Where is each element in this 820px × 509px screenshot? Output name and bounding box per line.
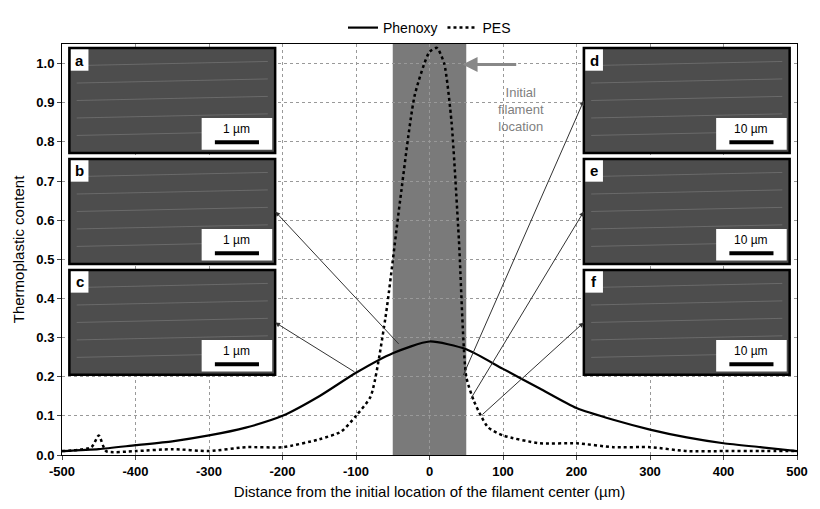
svg-text:100: 100 [492,464,514,479]
svg-text:1.0: 1.0 [36,56,54,71]
svg-text:10 µm: 10 µm [734,233,768,247]
svg-text:0.7: 0.7 [36,174,54,189]
svg-text:0.4: 0.4 [36,291,55,306]
svg-text:-100: -100 [343,464,369,479]
svg-text:300: 300 [639,464,661,479]
svg-text:-500: -500 [49,464,75,479]
svg-text:0.6: 0.6 [36,213,54,228]
svg-text:0.2: 0.2 [36,369,54,384]
svg-text:1 µm: 1 µm [223,233,250,247]
svg-text:-300: -300 [196,464,222,479]
svg-text:0.0: 0.0 [36,448,54,463]
svg-text:0.9: 0.9 [36,95,54,110]
svg-text:0.3: 0.3 [36,330,54,345]
svg-text:0: 0 [426,464,433,479]
svg-text:Initialfilamentlocation: Initialfilamentlocation [498,85,544,134]
svg-text:10 µm: 10 µm [734,344,768,358]
svg-text:10 µm: 10 µm [734,122,768,136]
svg-text:e: e [590,162,598,179]
svg-text:-200: -200 [269,464,295,479]
svg-text:0.1: 0.1 [36,408,54,423]
svg-text:f: f [591,273,597,290]
svg-text:500: 500 [786,464,808,479]
svg-text:1 µm: 1 µm [223,344,250,358]
svg-text:400: 400 [713,464,735,479]
svg-text:c: c [76,273,84,290]
svg-text:d: d [590,52,599,69]
svg-text:0.8: 0.8 [36,134,54,149]
svg-text:a: a [75,52,84,69]
svg-text:Distance from the initial loca: Distance from the initial location of th… [234,483,625,500]
svg-text:-400: -400 [122,464,148,479]
svg-text:Thermoplastic content: Thermoplastic content [10,175,27,323]
svg-text:1 µm: 1 µm [223,122,250,136]
svg-text:b: b [75,162,84,179]
svg-text:PES: PES [482,20,510,36]
svg-text:200: 200 [566,464,588,479]
svg-text:Phenoxy: Phenoxy [383,20,437,36]
svg-text:0.5: 0.5 [36,252,54,267]
